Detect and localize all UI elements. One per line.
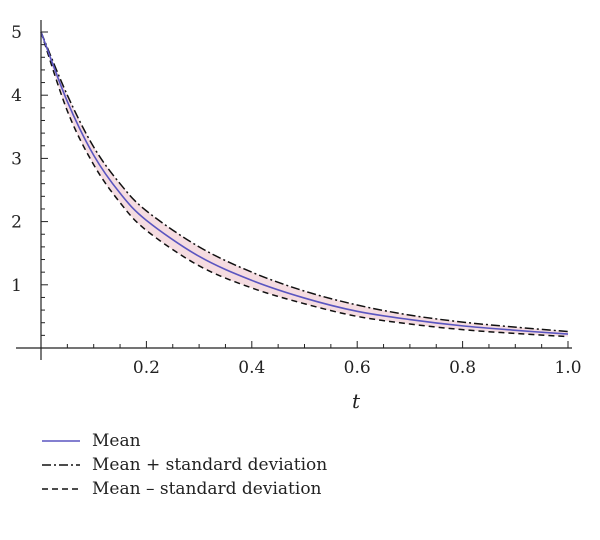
legend-entry: Mean: [42, 431, 141, 451]
y-tick-label: 5: [11, 23, 22, 43]
axes-layer: 0.2 0.4 0.6 0.8 1.0 1 2 3 4 5: [11, 20, 582, 378]
legend-entry: Mean – standard deviation: [42, 479, 322, 499]
legend-entry: Mean + standard deviation: [42, 455, 327, 475]
x-tick-label: 0.2: [133, 358, 160, 378]
legend: Mean Mean + standard deviation Mean – stan…: [42, 431, 327, 499]
series-line-mean-plus-sd: [40, 31, 569, 333]
x-tick-label: 0.6: [344, 358, 371, 378]
y-tick-label: 1: [11, 276, 22, 296]
y-tick-label: 2: [11, 213, 22, 233]
legend-label: Mean – standard deviation: [92, 479, 322, 499]
x-axis-label: t: [352, 389, 361, 413]
x-tick-label: 1.0: [554, 358, 581, 378]
x-tick-label: 0.8: [449, 358, 476, 378]
legend-label: Mean + standard deviation: [92, 455, 327, 475]
x-tick-label: 0.4: [238, 358, 265, 378]
series-layer: [40, 31, 569, 338]
series-line-mean-minus-sd: [40, 31, 569, 338]
y-tick-label: 3: [11, 149, 22, 169]
legend-label: Mean: [92, 431, 141, 451]
y-tick-label: 4: [11, 86, 22, 106]
series-line-mean: [40, 31, 569, 335]
